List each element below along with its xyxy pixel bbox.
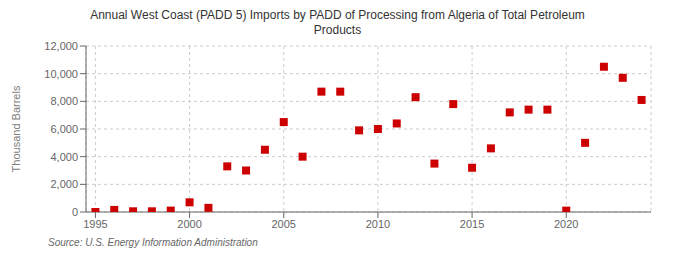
- svg-text:2020: 2020: [554, 218, 578, 230]
- html-text:Annual West Coast (PADD 5) Imp: Annual West Coast (PADD 5) Imports by PA…: [90, 8, 585, 37]
- svg-text:12,000: 12,000: [44, 40, 78, 52]
- svg-text:0: 0: [72, 206, 78, 218]
- svg-text:1995: 1995: [83, 218, 107, 230]
- svg-text:10,000: 10,000: [44, 68, 78, 80]
- svg-text:6,000: 6,000: [50, 123, 78, 135]
- svg-text:2010: 2010: [366, 218, 390, 230]
- svg-text:2015: 2015: [460, 218, 484, 230]
- html-text:Source: U.S. Energy Informatio: Source: U.S. Energy Information Administ…: [48, 237, 258, 248]
- svg-text:2005: 2005: [272, 218, 296, 230]
- svg-text:4,000: 4,000: [50, 151, 78, 163]
- svg-text:8,000: 8,000: [50, 95, 78, 107]
- svg-text:2,000: 2,000: [50, 178, 78, 190]
- svg-text:2000: 2000: [177, 218, 201, 230]
- svg-text:Thousand Barrels: Thousand Barrels: [10, 85, 22, 172]
